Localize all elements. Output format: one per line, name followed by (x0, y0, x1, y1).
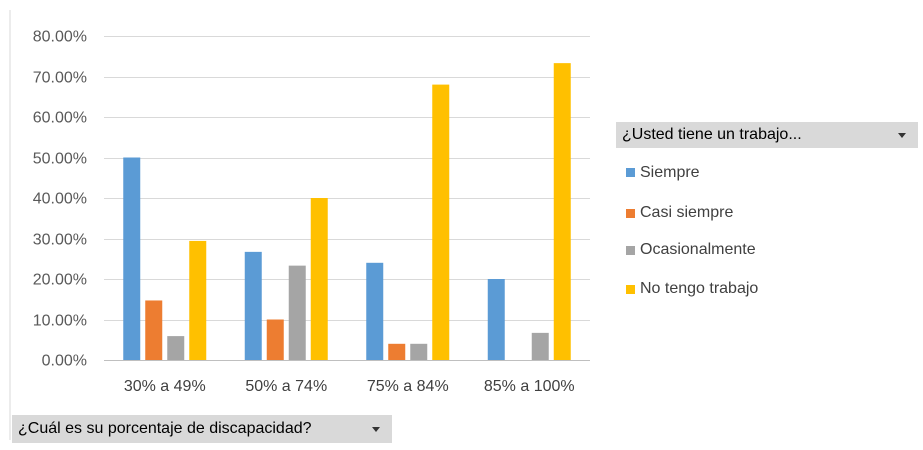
legend-label: Siempre (640, 163, 700, 181)
bar-ocasionalmente (531, 332, 549, 360)
legend-item: Siempre (626, 160, 758, 185)
bar-casi-siempre (266, 319, 284, 360)
axis-filter-label: ¿Cuál es su porcentaje de discapacidad? (18, 420, 312, 437)
bar-no-tengo-trabajo (189, 240, 207, 360)
y-tick-label: 10.00% (33, 313, 87, 330)
bar-casi-siempre (145, 300, 163, 360)
bar-siempre (487, 279, 505, 360)
legend-label: Ocasionalmente (640, 241, 756, 258)
legend-label: No tengo trabajo (640, 280, 759, 297)
y-tick-label: 50.00% (33, 151, 87, 168)
x-tick-label: 85% a 100% (484, 378, 575, 395)
bar-siempre (123, 157, 141, 360)
x-tick-label: 75% a 84% (367, 378, 449, 395)
chevron-down-icon (372, 426, 380, 432)
legend-swatch (626, 284, 635, 294)
y-tick-label: 80.00% (33, 29, 87, 46)
legend-filter-button[interactable]: ¿Usted tiene un trabajo... (616, 122, 918, 148)
bar-no-tengo-trabajo (432, 84, 450, 360)
bar-ocasionalmente (410, 343, 428, 360)
chevron-down-icon (898, 132, 906, 138)
bar-ocasionalmente (288, 265, 306, 360)
bar-casi-siempre (388, 343, 406, 360)
legend-swatch (626, 168, 635, 177)
legend-label: Casi siempre (640, 204, 734, 221)
chart-legend: Siempre Casi siempre Ocasionalmente No teng… (626, 160, 758, 313)
bar-siempre (366, 262, 384, 360)
y-tick-label: 60.00% (33, 110, 87, 127)
bar-siempre (244, 251, 262, 360)
legend-swatch (626, 208, 635, 218)
legend-filter-label: ¿Usted tiene un trabajo... (622, 126, 802, 143)
y-tick-label: 20.00% (33, 272, 87, 289)
legend-item: Casi siempre (626, 193, 758, 233)
legend-swatch (626, 245, 635, 255)
y-tick-label: 40.00% (33, 191, 87, 208)
x-tick-label: 50% a 74% (245, 378, 327, 395)
x-tick-label: 30% a 49% (124, 378, 206, 395)
axis-filter-button[interactable]: ¿Cuál es su porcentaje de discapacidad? (12, 415, 392, 443)
y-tick-label: 70.00% (33, 70, 87, 87)
bar-no-tengo-trabajo (553, 63, 571, 360)
y-tick-label: 0.00% (42, 353, 87, 370)
bar-no-tengo-trabajo (310, 198, 328, 360)
legend-item: Ocasionalmente (626, 235, 758, 265)
bar-ocasionalmente (167, 336, 185, 360)
legend-item: No tengo trabajo (626, 265, 758, 313)
y-tick-label: 30.00% (33, 232, 87, 249)
